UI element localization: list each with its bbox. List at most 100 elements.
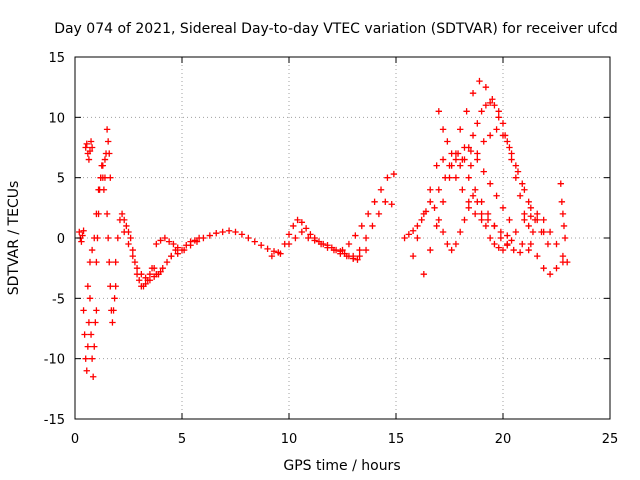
- data-point: [159, 264, 166, 272]
- data-point: [79, 232, 86, 239]
- data-point: [444, 240, 451, 248]
- data-point: [382, 198, 389, 205]
- data-point: [519, 240, 526, 248]
- data-point: [317, 240, 325, 248]
- data-point: [294, 216, 301, 224]
- data-points: [76, 77, 571, 380]
- data-point: [80, 227, 87, 234]
- data-point: [80, 307, 87, 314]
- data-point: [285, 240, 293, 248]
- data-point: [546, 228, 554, 236]
- data-point: [98, 162, 105, 169]
- data-point: [146, 277, 154, 284]
- data-point: [155, 271, 162, 278]
- data-point: [478, 108, 485, 115]
- data-point: [427, 246, 434, 254]
- data-point: [431, 204, 438, 212]
- data-point: [478, 216, 485, 224]
- data-point: [106, 258, 113, 266]
- data-point: [362, 234, 370, 242]
- data-point: [427, 198, 434, 205]
- data-point: [285, 231, 293, 238]
- data-point: [499, 246, 507, 254]
- data-point: [457, 126, 464, 133]
- data-point: [305, 234, 312, 242]
- data-point: [168, 252, 175, 260]
- y-tick-label: 10: [48, 111, 65, 126]
- data-point: [469, 90, 477, 97]
- data-point: [493, 126, 500, 133]
- data-point: [298, 219, 306, 226]
- data-point: [516, 249, 524, 256]
- data-point: [484, 210, 492, 218]
- data-point: [519, 180, 526, 187]
- data-point: [82, 144, 89, 151]
- data-point: [101, 156, 109, 163]
- data-point: [480, 138, 487, 145]
- data-point: [478, 210, 485, 218]
- data-point: [457, 162, 464, 169]
- data-point: [118, 210, 126, 218]
- data-point: [534, 252, 541, 260]
- data-point: [433, 162, 440, 169]
- data-point: [471, 186, 479, 193]
- data-point: [439, 198, 447, 205]
- data-point: [356, 246, 363, 254]
- data-point: [401, 234, 408, 242]
- data-point: [84, 343, 92, 350]
- data-point: [384, 174, 391, 181]
- data-point: [268, 252, 276, 260]
- data-point: [506, 144, 513, 151]
- data-point: [371, 198, 378, 205]
- data-point: [343, 252, 350, 260]
- data-point: [125, 240, 132, 248]
- data-point: [489, 96, 496, 103]
- data-point: [495, 114, 502, 121]
- data-point: [350, 252, 357, 260]
- data-point: [486, 99, 494, 107]
- data-point: [420, 210, 428, 218]
- data-point: [76, 228, 83, 236]
- data-point: [452, 240, 460, 248]
- data-point: [362, 246, 370, 254]
- data-point: [165, 238, 173, 245]
- chart-title: Day 074 of 2021, Sidereal Day-to-day VTE…: [54, 21, 618, 37]
- data-point: [245, 234, 252, 242]
- x-tick-label: 5: [178, 432, 186, 447]
- data-point: [435, 186, 442, 193]
- data-point: [495, 244, 502, 251]
- data-point: [86, 295, 94, 302]
- data-point: [499, 132, 507, 139]
- data-point: [516, 192, 524, 199]
- data-point: [311, 237, 318, 244]
- data-point: [435, 216, 442, 224]
- data-point: [433, 222, 440, 230]
- data-point: [465, 144, 472, 151]
- data-point: [486, 132, 494, 139]
- data-point: [390, 170, 398, 178]
- data-point: [465, 204, 472, 212]
- data-point: [106, 150, 113, 157]
- data-point: [187, 242, 194, 249]
- data-point: [93, 258, 100, 266]
- data-point: [486, 180, 494, 187]
- data-point: [95, 210, 102, 218]
- data-point: [83, 140, 90, 148]
- data-point: [93, 307, 100, 314]
- y-axis-label: SDTVAR / TECUs: [6, 181, 22, 296]
- data-point: [525, 198, 532, 205]
- x-tick-labels: 0 5 10 15 20 25: [71, 432, 618, 447]
- data-point: [78, 238, 85, 245]
- data-point: [121, 216, 128, 224]
- data-point: [538, 228, 545, 236]
- data-point: [138, 271, 145, 278]
- data-point: [89, 373, 97, 380]
- data-point: [375, 210, 383, 218]
- data-point: [232, 228, 239, 236]
- data-point: [540, 264, 547, 272]
- data-point: [531, 216, 539, 224]
- y-tick-label: 15: [48, 51, 65, 66]
- data-point: [290, 222, 297, 230]
- data-point: [553, 240, 560, 248]
- data-point: [103, 126, 111, 133]
